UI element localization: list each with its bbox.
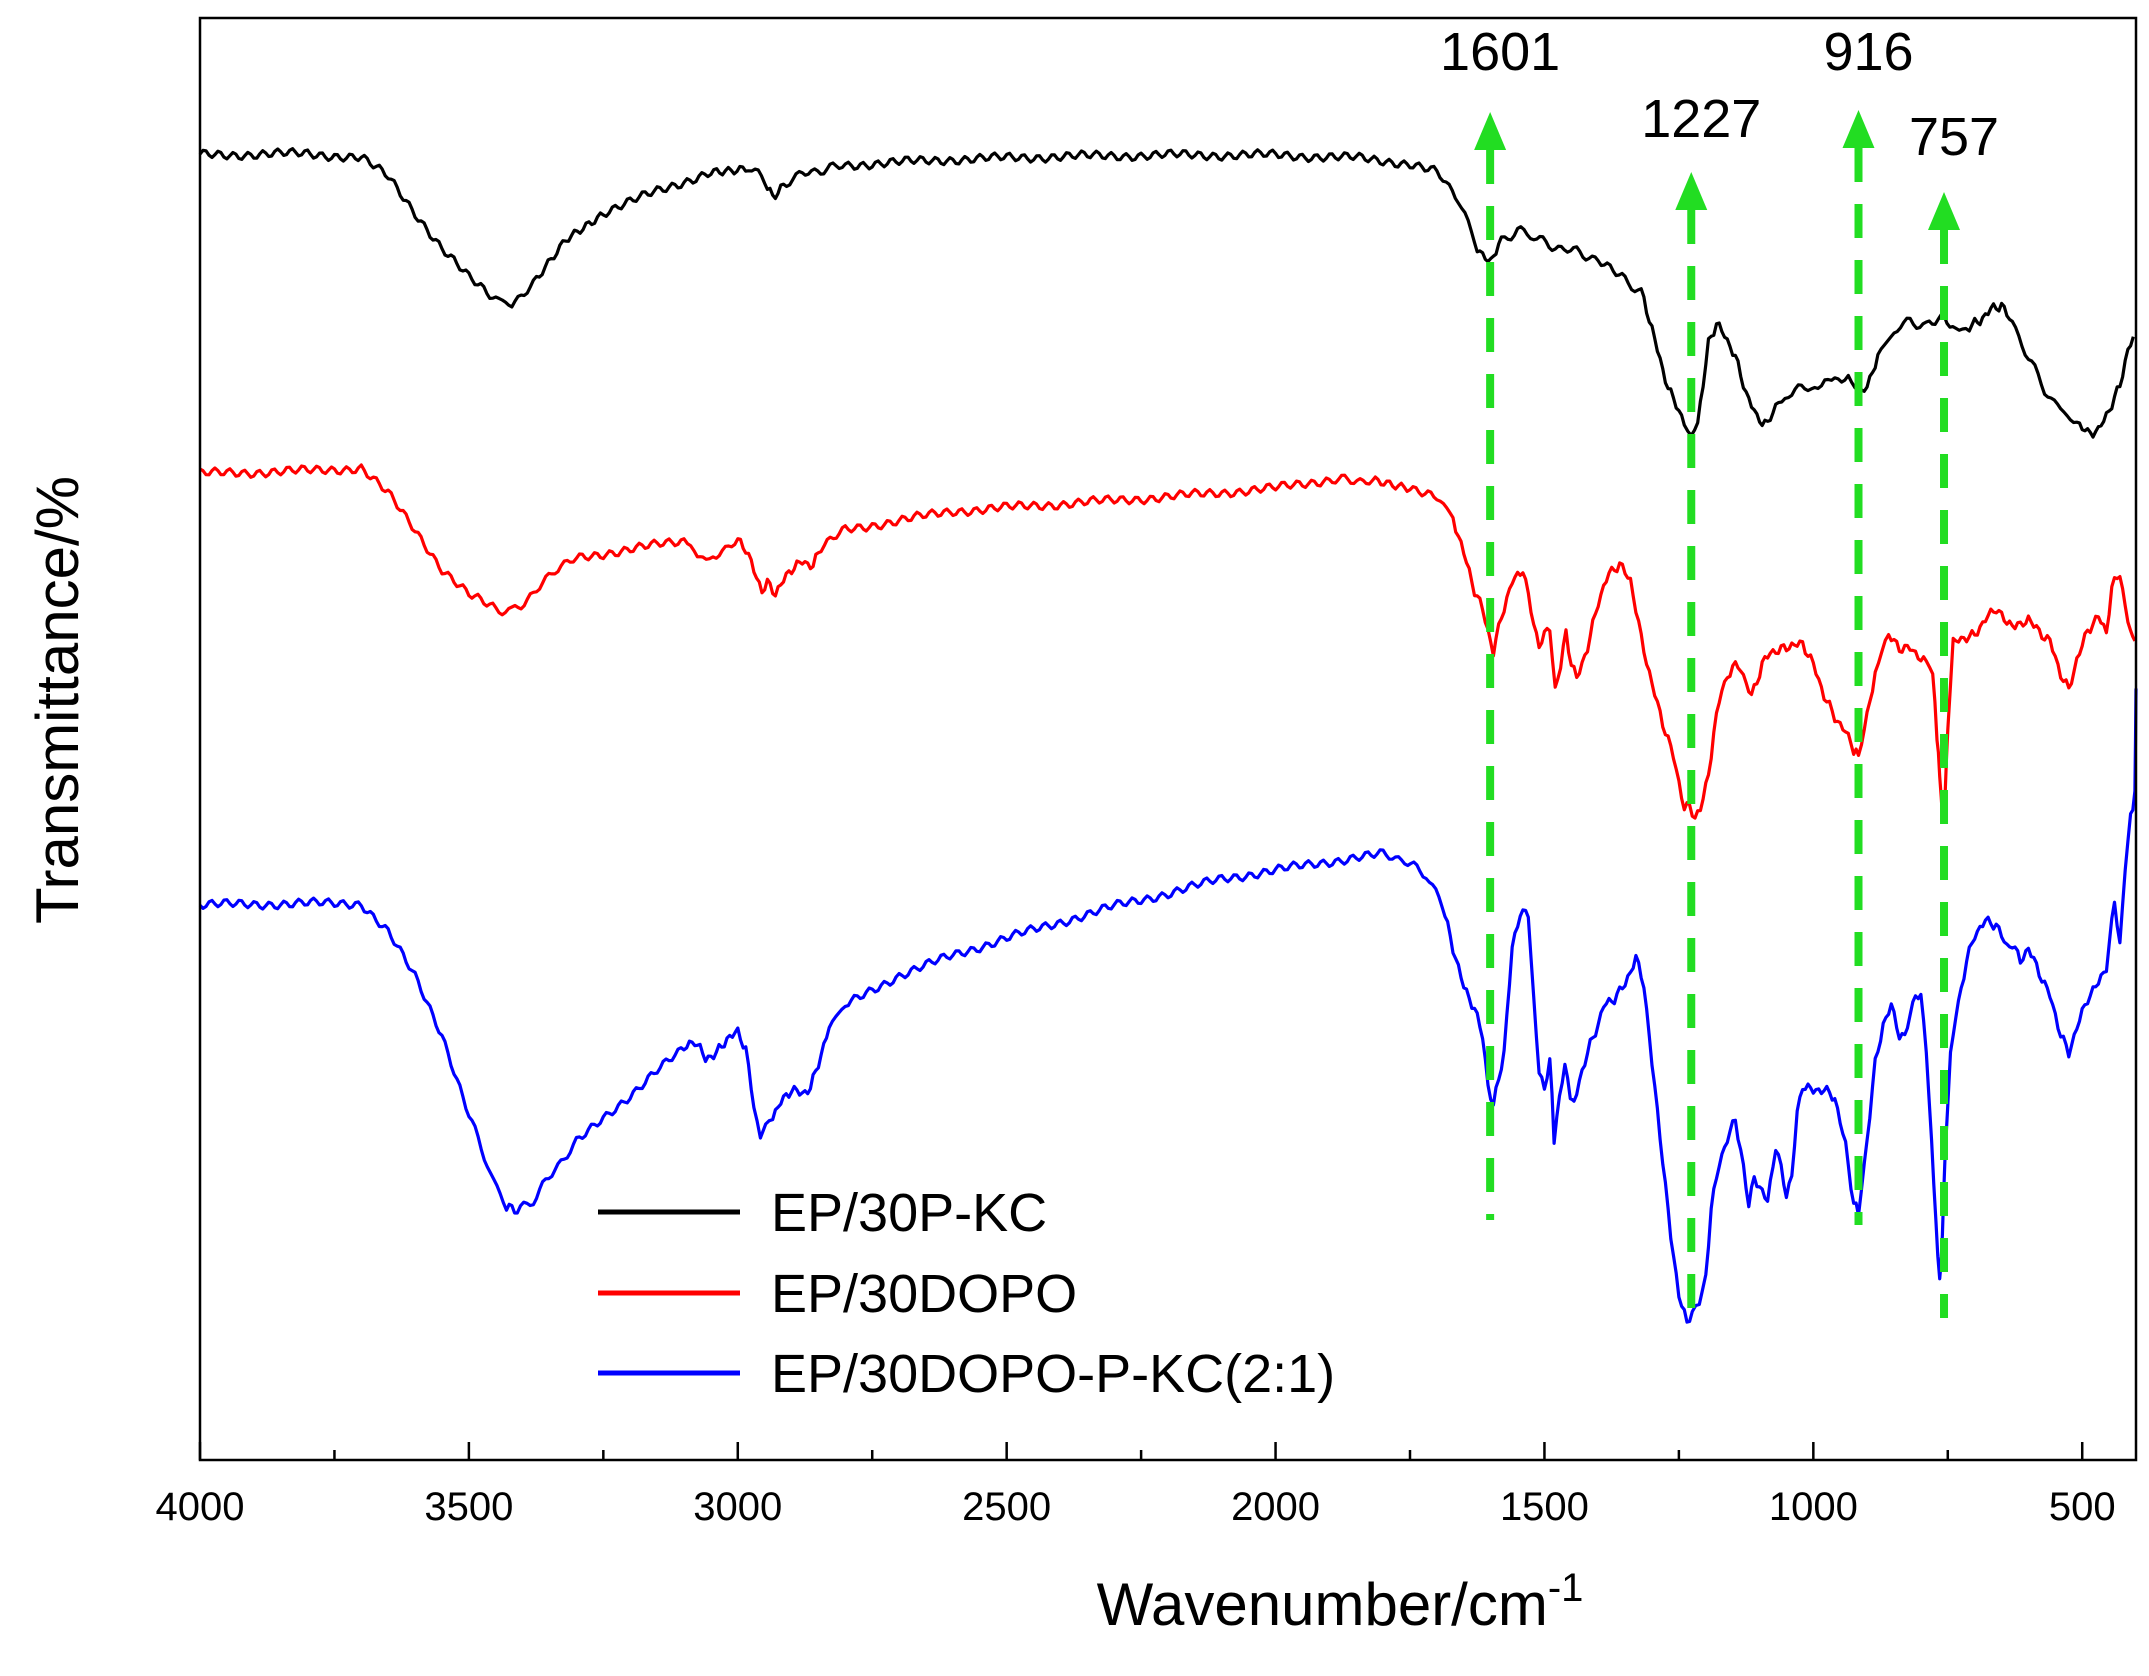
legend-label-ep-30dopo-p-kc: EP/30DOPO-P-KC(2:1): [771, 1344, 1335, 1404]
x-axis-title-superscript: -1: [1548, 1566, 1584, 1610]
x-tick-label-2500: 2500: [962, 1485, 1051, 1529]
axes: 4000 3500 3000 2500 2000 1500 1000 500: [156, 16, 2138, 1529]
peak-marker-arrow-757: [1928, 192, 1961, 230]
peak-label-757: 757: [1909, 107, 1999, 167]
x-axis-title: Wavenumber/cm-1: [1097, 1566, 1584, 1638]
x-tick-label-1500: 1500: [1500, 1485, 1589, 1529]
legend-label-ep-30p-kc: EP/30P-KC: [771, 1183, 1047, 1243]
x-tick-label-1000: 1000: [1769, 1485, 1858, 1529]
plot-frame: [198, 16, 2138, 1462]
peak-label-916: 916: [1823, 22, 1913, 82]
series-line-ep-30p-kc: [198, 147, 2135, 439]
series-line-ep-30dopo-p-kc-2-1: [198, 688, 2138, 1324]
x-tick-label-3000: 3000: [693, 1485, 782, 1529]
legend: EP/30P-KC EP/30DOPO EP/30DOPO-P-KC(2:1): [598, 1183, 1335, 1404]
x-tick-label-500: 500: [2049, 1485, 2116, 1529]
legend-label-ep-30dopo: EP/30DOPO: [771, 1264, 1077, 1324]
peak-label-1227: 1227: [1641, 89, 1761, 149]
x-axis-title-main: Wavenumber/cm: [1097, 1571, 1548, 1638]
peak-marker-layer: 1601 1227 916 757: [1440, 22, 1999, 1320]
x-tick-label-4000: 4000: [156, 1485, 245, 1529]
peak-marker-arrow-1227: [1675, 172, 1708, 210]
y-axis-title: Transmittance/%: [24, 476, 91, 924]
peak-label-1601: 1601: [1440, 22, 1560, 82]
x-tick-label-3500: 3500: [424, 1485, 513, 1529]
peak-marker-arrow-916: [1842, 110, 1875, 148]
series-line-ep-30dopo: [199, 463, 2137, 820]
peak-marker-arrow-1601: [1474, 112, 1507, 150]
spectra-layer: [198, 147, 2138, 1324]
x-tick-label-2000: 2000: [1231, 1485, 1320, 1529]
